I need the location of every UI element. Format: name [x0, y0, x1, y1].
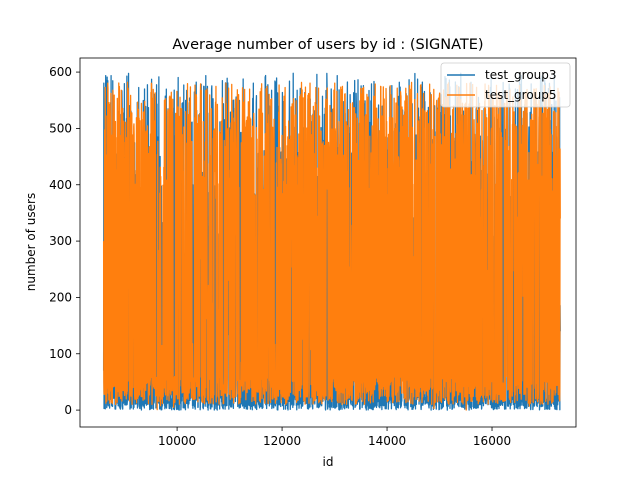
x-axis-label: id — [323, 455, 334, 469]
y-tick-label: 500 — [49, 121, 72, 135]
y-tick-label: 0 — [64, 403, 72, 417]
legend: test_group3 test_group5 — [440, 62, 571, 108]
chart-title: Average number of users by id : (SIGNATE… — [172, 37, 483, 53]
y-tick-label: 300 — [49, 234, 72, 248]
x-tick-label: 12000 — [263, 434, 301, 448]
y-axis: 0 100 200 300 400 500 600 — [49, 65, 80, 417]
x-tick-label: 14000 — [368, 434, 406, 448]
x-axis: 10000 12000 14000 16000 — [158, 427, 511, 448]
y-tick-label: 600 — [49, 65, 72, 79]
y-axis-label: number of users — [24, 193, 38, 291]
series-layer — [102, 72, 561, 411]
legend-label-test-group5: test_group5 — [485, 88, 557, 102]
series-line-test-group5 — [102, 81, 561, 411]
y-tick-label: 200 — [49, 290, 72, 304]
x-tick-label: 16000 — [473, 434, 511, 448]
legend-box — [440, 62, 571, 108]
y-tick-label: 400 — [49, 178, 72, 192]
legend-label-test-group3: test_group3 — [485, 68, 557, 82]
y-tick-label: 100 — [49, 347, 72, 361]
plot-frame — [79, 57, 577, 428]
x-tick-label: 10000 — [158, 434, 196, 448]
